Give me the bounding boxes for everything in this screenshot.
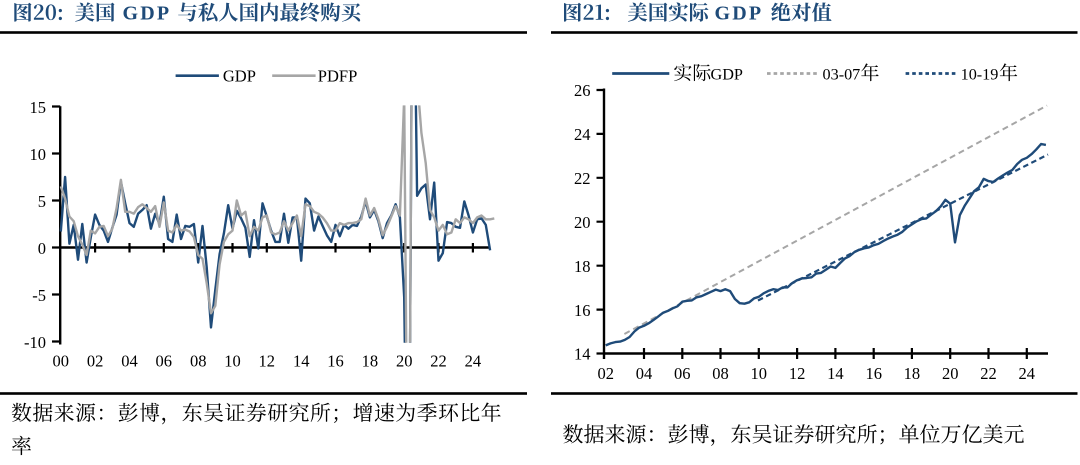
- svg-text:14: 14: [827, 364, 844, 383]
- svg-text:06: 06: [674, 364, 691, 383]
- svg-text:12: 12: [259, 352, 276, 371]
- svg-text:14: 14: [574, 345, 591, 364]
- svg-text:16: 16: [574, 301, 591, 320]
- svg-text:GDP: GDP: [123, 2, 172, 24]
- svg-text:5: 5: [38, 192, 46, 211]
- svg-text:GDP: GDP: [715, 2, 764, 24]
- svg-text:-10: -10: [24, 333, 46, 352]
- svg-text:16: 16: [327, 352, 344, 371]
- svg-text:10: 10: [751, 364, 768, 383]
- svg-text:24: 24: [465, 352, 482, 371]
- svg-text:PDFP: PDFP: [318, 67, 357, 86]
- svg-text:08: 08: [712, 364, 729, 383]
- svg-text:18: 18: [362, 352, 379, 371]
- svg-text:0: 0: [38, 239, 46, 258]
- svg-text:02: 02: [87, 352, 104, 371]
- svg-text:10-19: 10-19: [961, 66, 999, 84]
- svg-text:10: 10: [224, 352, 241, 371]
- svg-text:26: 26: [574, 81, 591, 100]
- svg-text:10: 10: [30, 145, 47, 164]
- svg-text:20: 20: [574, 213, 591, 232]
- svg-text:-5: -5: [32, 286, 46, 305]
- svg-text:18: 18: [904, 364, 921, 383]
- svg-text:02: 02: [597, 364, 614, 383]
- svg-text:GDP: GDP: [711, 66, 743, 84]
- svg-text:00: 00: [53, 352, 70, 371]
- svg-text:15: 15: [30, 98, 47, 117]
- svg-text:20: 20: [396, 352, 413, 371]
- svg-text:08: 08: [190, 352, 207, 371]
- svg-text:24: 24: [1019, 364, 1036, 383]
- svg-text:18: 18: [574, 257, 591, 276]
- svg-text:14: 14: [293, 352, 310, 371]
- svg-text:06: 06: [156, 352, 173, 371]
- svg-text:03-07: 03-07: [823, 66, 861, 84]
- svg-text:GDP: GDP: [223, 67, 256, 86]
- svg-text:04: 04: [636, 364, 653, 383]
- svg-text:12: 12: [789, 364, 806, 383]
- svg-text:22: 22: [574, 169, 591, 188]
- svg-text:20: 20: [942, 364, 959, 383]
- svg-text:22: 22: [980, 364, 997, 383]
- svg-text:24: 24: [574, 125, 591, 144]
- svg-text:22: 22: [430, 352, 447, 371]
- svg-text:16: 16: [865, 364, 882, 383]
- svg-text:04: 04: [121, 352, 138, 371]
